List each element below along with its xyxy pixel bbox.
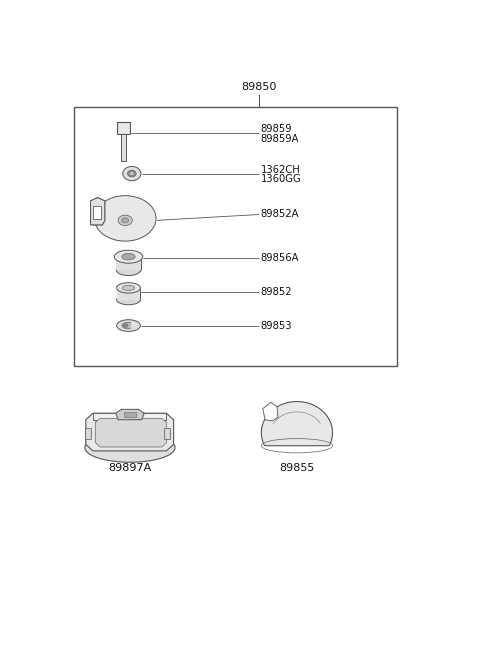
- Bar: [121, 134, 126, 161]
- Polygon shape: [91, 198, 105, 225]
- Ellipse shape: [95, 196, 156, 241]
- Ellipse shape: [117, 320, 140, 331]
- Ellipse shape: [117, 283, 140, 293]
- Polygon shape: [96, 419, 167, 447]
- Text: 1362CH: 1362CH: [261, 165, 300, 176]
- Text: 89897A: 89897A: [108, 464, 152, 474]
- Bar: [124, 412, 136, 417]
- Polygon shape: [91, 198, 105, 225]
- Text: 89856A: 89856A: [261, 253, 299, 263]
- Bar: [164, 428, 170, 440]
- Ellipse shape: [85, 433, 175, 462]
- Polygon shape: [262, 402, 333, 445]
- Text: 89853: 89853: [261, 320, 292, 331]
- Polygon shape: [93, 413, 167, 420]
- Bar: [85, 428, 91, 440]
- Ellipse shape: [130, 172, 134, 176]
- Polygon shape: [86, 413, 174, 451]
- Polygon shape: [263, 402, 278, 421]
- Bar: [131, 322, 137, 329]
- Text: 89852: 89852: [261, 287, 292, 297]
- Ellipse shape: [116, 264, 141, 276]
- Polygon shape: [116, 409, 144, 420]
- Ellipse shape: [122, 322, 135, 329]
- Bar: [93, 206, 101, 219]
- Bar: [74, 107, 396, 366]
- Text: 89859: 89859: [261, 124, 292, 134]
- Ellipse shape: [123, 166, 141, 181]
- Text: 89859A: 89859A: [261, 134, 299, 143]
- Ellipse shape: [128, 170, 136, 177]
- Ellipse shape: [123, 324, 128, 328]
- Bar: [117, 288, 140, 299]
- Bar: [117, 122, 131, 134]
- Text: 89850: 89850: [241, 83, 276, 92]
- Text: 89855: 89855: [279, 464, 314, 474]
- Ellipse shape: [122, 253, 135, 260]
- Ellipse shape: [122, 286, 135, 290]
- Ellipse shape: [114, 250, 143, 263]
- Ellipse shape: [118, 215, 132, 225]
- Ellipse shape: [121, 217, 129, 223]
- Ellipse shape: [117, 294, 140, 305]
- Text: 1360GG: 1360GG: [261, 174, 301, 185]
- Text: 89852A: 89852A: [261, 210, 299, 219]
- Bar: [93, 206, 101, 219]
- Bar: [116, 257, 141, 270]
